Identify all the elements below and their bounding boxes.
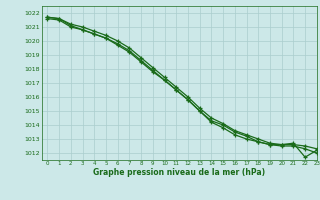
X-axis label: Graphe pression niveau de la mer (hPa): Graphe pression niveau de la mer (hPa) (93, 168, 265, 177)
